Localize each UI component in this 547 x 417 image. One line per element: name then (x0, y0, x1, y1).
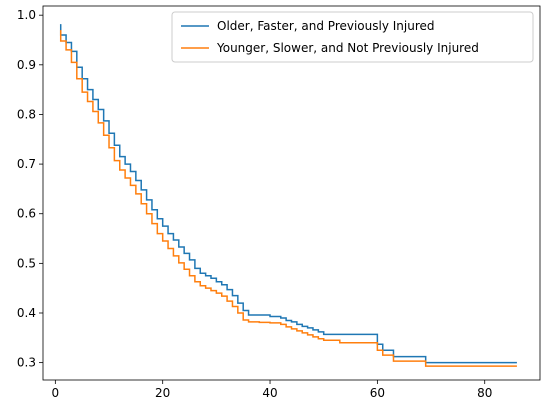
y-tick-label: 0.3 (17, 356, 36, 370)
axes-frame (42, 5, 541, 381)
x-tick-label: 60 (370, 386, 385, 400)
x-tick-label: 20 (155, 386, 170, 400)
x-tick-label: 0 (52, 386, 60, 400)
x-tick-label: 40 (262, 386, 277, 400)
y-tick-label: 0.4 (17, 306, 36, 320)
plot-area (59, 24, 517, 367)
x-tick-label: 80 (477, 386, 492, 400)
y-tick-label: 0.5 (17, 256, 36, 270)
series-line-2 (59, 30, 517, 367)
y-tick-label: 0.8 (17, 107, 36, 121)
y-tick-label: 1.0 (17, 8, 36, 22)
y-tick-label: 0.7 (17, 157, 36, 171)
legend-label-1: Older, Faster, and Previously Injured (217, 19, 435, 33)
axes: 0 20 40 60 80 0.3 0.4 0.5 0.6 0.7 0.8 0.9 1.0 (17, 5, 541, 400)
series-line-1 (59, 24, 517, 364)
legend-box (171, 11, 534, 63)
legend-label-2: Younger, Slower, and Not Previously Inju… (216, 41, 479, 55)
legend: Older, Faster, and Previously Injured You… (171, 11, 534, 63)
y-tick-label: 0.9 (17, 58, 36, 72)
y-tick-label: 0.6 (17, 207, 36, 221)
